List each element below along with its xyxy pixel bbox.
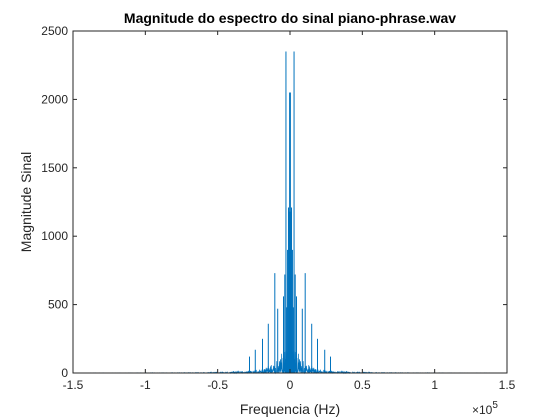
x-tick-label: -0.5: [207, 378, 228, 392]
x-axis-label: Frequencia (Hz): [240, 401, 340, 417]
y-axis-label: Magnitude Sinal: [18, 152, 34, 252]
y-tick-label: 500: [48, 298, 68, 312]
series-layer: [87, 51, 493, 375]
x-tick-label: -1.5: [63, 378, 84, 392]
x-exponent-label: ×105: [472, 400, 498, 417]
x-tick-label: 0.5: [354, 378, 371, 392]
y-tick-label: 0: [61, 366, 68, 380]
y-tick-label: 2000: [41, 92, 68, 106]
ticks-layer: -1.5 -1 -0.5 0 0.5 1 1.5 0 500 1000 1500 2000 2500: [41, 24, 515, 392]
axes-box: [72, 30, 508, 374]
y-tick-label: 1500: [41, 161, 68, 175]
y-tick-label: 1000: [41, 229, 68, 243]
x-tick-label: 1.5: [499, 378, 516, 392]
x-exponent-power: 5: [492, 400, 498, 411]
y-tick-label: 2500: [41, 24, 68, 38]
x-exponent-base: ×10: [472, 403, 493, 417]
chart-title: Magnitude do espectro do sinal piano-phr…: [124, 10, 456, 26]
x-tick-label: -1: [140, 378, 151, 392]
x-tick-label: 0: [287, 378, 294, 392]
x-tick-label: 1: [431, 378, 438, 392]
